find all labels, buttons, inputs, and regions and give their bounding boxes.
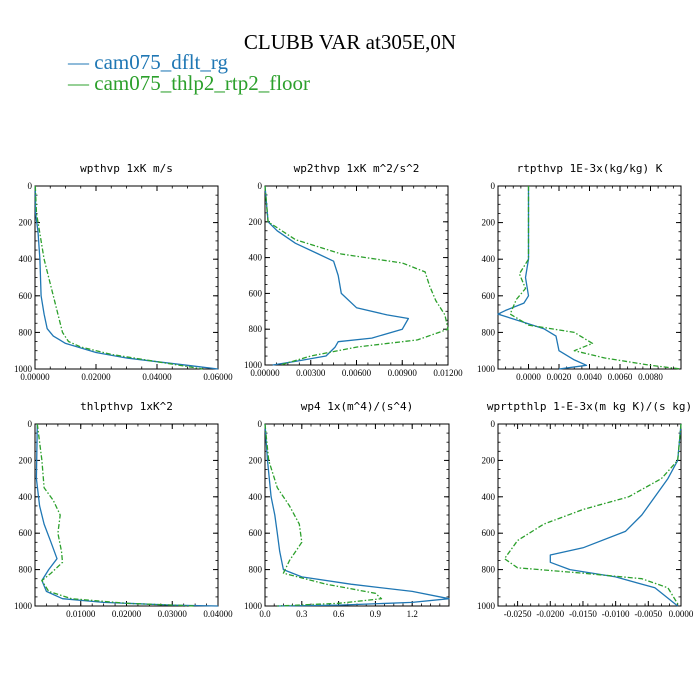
y-tick-label: 0 — [258, 419, 263, 429]
x-tick-label: 0.02000 — [81, 372, 111, 382]
panel-title: rtpthvp 1E-3x(kg/kg) K — [517, 162, 663, 175]
series-line-thlp2-rtp2-floor — [34, 185, 203, 370]
y-tick-label: 600 — [249, 528, 263, 538]
series-line-thlp2-rtp2-floor — [264, 423, 383, 607]
x-tick-label: 0.0000 — [669, 609, 694, 619]
series-line-thlp2-rtp2-floor — [264, 185, 449, 366]
series-line-dflt-rg — [549, 423, 682, 607]
legend-item-floor: — cam075_thlp2_rtp2_floor — [67, 71, 310, 95]
x-tick-label: 0.04000 — [203, 609, 233, 619]
x-tick-label: 0.0080 — [638, 372, 663, 382]
chart-panel-4: thlpthvp 1xK^2 0 200 400 600 800 1000 0.01000 0.… — [14, 400, 233, 619]
plot-frame — [34, 423, 219, 607]
x-tick-label: 0.00000 — [250, 368, 280, 378]
series-line-thlp2-rtp2-floor — [503, 423, 682, 607]
y-tick-label: 0 — [491, 419, 496, 429]
series-line-thlp2-rtp2-floor — [509, 186, 682, 370]
y-tick-label: 200 — [482, 455, 496, 465]
x-tick-label: -0.0150 — [569, 609, 597, 619]
y-tick-label: 200 — [249, 455, 263, 465]
y-tick-label: 1000 — [477, 364, 496, 374]
chart-panel-2: wp2thvp 1xK m^2/s^2020040060080010000.00… — [244, 162, 463, 378]
x-tick-label: 0.01200 — [433, 368, 463, 378]
x-tick-label: 0.0040 — [577, 372, 602, 382]
y-tick-label: 600 — [482, 528, 496, 538]
x-tick-label: -0.0250 — [504, 609, 532, 619]
x-tick-label: 0.00900 — [388, 368, 418, 378]
y-tick-label: 400 — [249, 253, 263, 263]
chart-panel-3: rtpthvp 1E-3x(kg/kg) K 0 200 400 600 800 1000 0… — [477, 162, 682, 382]
y-tick-label: 800 — [249, 324, 263, 334]
y-tick-label: 400 — [482, 254, 496, 264]
x-tick-label: 0.00000 — [20, 372, 50, 382]
x-tick-label: 1.2 — [407, 609, 418, 619]
series-line-dflt-rg — [264, 185, 410, 366]
y-tick-label: 600 — [249, 288, 263, 298]
x-tick-label: 0.0000 — [516, 372, 541, 382]
series-line-dflt-rg — [34, 185, 219, 370]
x-tick-label: 0.00300 — [296, 368, 326, 378]
y-tick-label: 400 — [19, 254, 33, 264]
x-tick-label: 0.02000 — [112, 609, 142, 619]
x-tick-label: 0.01000 — [66, 609, 96, 619]
x-tick-label: 0.0060 — [608, 372, 633, 382]
x-tick-label: 0.6 — [333, 609, 345, 619]
plot-frame — [264, 185, 449, 366]
y-tick-label: 0 — [28, 419, 33, 429]
series-line-dflt-rg — [264, 423, 450, 607]
panel-title: wp4 1x(m^4)/(s^4) — [301, 400, 414, 413]
plot-frame — [497, 423, 682, 607]
y-tick-label: 400 — [249, 492, 263, 502]
x-tick-label: 0.03000 — [158, 609, 188, 619]
y-tick-label: 1000 — [14, 601, 33, 611]
x-tick-label: 0.0020 — [547, 372, 572, 382]
x-tick-label: 0.04000 — [142, 372, 172, 382]
x-tick-label: -0.0100 — [602, 609, 630, 619]
y-tick-label: 800 — [482, 327, 496, 337]
y-tick-label: 1000 — [14, 364, 33, 374]
x-tick-label: 0.00600 — [342, 368, 372, 378]
y-tick-label: 600 — [19, 291, 33, 301]
y-tick-label: 800 — [249, 565, 263, 575]
y-tick-label: 600 — [482, 291, 496, 301]
series-line-thlp2-rtp2-floor — [36, 423, 196, 607]
series-line-dflt-rg — [35, 423, 219, 607]
y-tick-label: 0 — [28, 181, 33, 191]
y-tick-label: 200 — [249, 217, 263, 227]
chart-panel-6: wprtpthlp 1-E-3x(m kg K)/(s kg) 0 200 400 60… — [477, 400, 694, 619]
panel-title: thlpthvp 1xK^2 — [80, 400, 173, 413]
y-tick-label: 1000 — [244, 360, 263, 370]
y-tick-label: 400 — [482, 492, 496, 502]
x-tick-label: -0.0050 — [634, 609, 662, 619]
x-tick-label: 0.06000 — [203, 372, 233, 382]
x-tick-label: 0.3 — [296, 609, 308, 619]
panel-title: wpthvp 1xK m/s — [80, 162, 173, 175]
legend-item-dflt: — cam075_dflt_rg — [67, 50, 229, 74]
y-tick-label: 0 — [258, 181, 263, 191]
x-tick-label: 0.9 — [370, 609, 382, 619]
panel-title: wprtpthlp 1-E-3x(m kg K)/(s kg) — [487, 400, 692, 413]
y-tick-label: 800 — [482, 565, 496, 575]
y-tick-label: 800 — [19, 327, 33, 337]
y-tick-label: 200 — [19, 455, 33, 465]
y-tick-label: 1000 — [244, 601, 263, 611]
y-tick-label: 600 — [19, 528, 33, 538]
x-tick-label: 0.0 — [259, 609, 271, 619]
panel-title: wp2thvp 1xK m^2/s^2 — [294, 162, 420, 175]
y-tick-label: 0 — [491, 181, 496, 191]
x-tick-label: -0.0200 — [536, 609, 564, 619]
y-tick-label: 200 — [482, 218, 496, 228]
series-line-dflt-rg — [497, 186, 588, 370]
y-tick-label: 1000 — [477, 601, 496, 611]
figure-title: CLUBB VAR at305E,0N — [244, 30, 456, 54]
y-tick-label: 400 — [19, 492, 33, 502]
y-tick-label: 200 — [19, 218, 33, 228]
plot-frame — [264, 423, 450, 607]
y-tick-label: 800 — [19, 565, 33, 575]
